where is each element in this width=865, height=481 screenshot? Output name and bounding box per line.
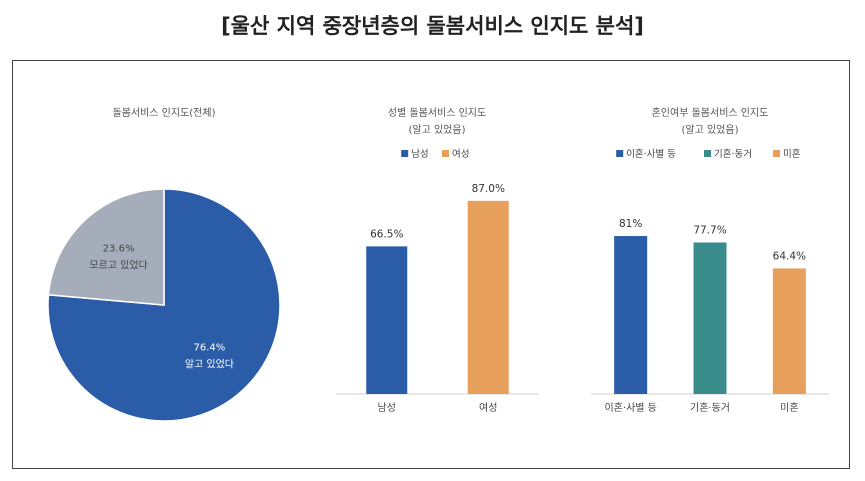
pie-title: 돌봄서비스 인지도(전체) <box>113 107 216 119</box>
bar-chart-2-legend-swatch-2 <box>773 150 780 157</box>
bar-chart-2-subtitle: (알고 있었음) <box>682 124 739 136</box>
bar-chart-2-bar-1 <box>693 242 727 394</box>
bar-chart-2-title: 혼인여부 돌봄서비스 인지도 <box>652 106 769 119</box>
pie-value-label-1: 23.6% <box>103 243 135 254</box>
bar-chart-1-legend-swatch-0 <box>401 150 409 157</box>
bar-chart-1-legend-label-1: 여성 <box>452 148 469 160</box>
bar-chart-2-bar-0 <box>614 236 648 394</box>
bar-chart-1-legend-swatch-1 <box>442 150 449 157</box>
bar-chart-1-subtitle: (알고 있었음) <box>409 124 466 136</box>
bar-chart-2-category-label-1: 기혼·동거 <box>690 401 730 414</box>
bar-chart-2-category-label-2: 미혼 <box>780 401 798 414</box>
bar-chart-2-data-label-0: 81% <box>619 218 642 230</box>
bar-chart-1-bar-0 <box>366 246 408 394</box>
bar-chart-1-category-label-1: 여성 <box>479 402 497 414</box>
bar-chart-2-bar-2 <box>772 268 806 394</box>
pie-category-label-0: 알고 있었다 <box>185 359 234 371</box>
pie-slice-1 <box>47 188 165 306</box>
bar-chart-2-legend-swatch-0 <box>616 150 624 157</box>
bar-chart-2-legend-swatch-1 <box>704 150 711 157</box>
bar-chart-2-data-label-1: 77.7% <box>693 224 726 236</box>
bar-chart-1-category-label-0: 남성 <box>378 402 396 414</box>
bar-chart-1-bar-1 <box>467 200 509 394</box>
bar-chart-2-legend-label-0: 이혼·사별 등 <box>626 148 676 160</box>
bar-chart-1-data-label-0: 66.5% <box>370 228 403 240</box>
bar-chart-2-data-label-2: 64.4% <box>773 250 806 262</box>
page-title: [울산 지역 중장년층의 돌봄서비스 인지도 분석] <box>221 14 644 38</box>
pie-slice-0 <box>47 188 281 422</box>
pie-category-label-1: 모르고 있었다 <box>89 259 147 271</box>
chart-frame: 돌봄서비스 인지도(전체) 76.4% 알고 있었다 23.6% 모르고 있었다 성별 돌… <box>12 60 850 469</box>
bar-chart-2-legend-label-2: 미혼 <box>783 148 801 160</box>
bar-chart-1-title: 성별 돌봄서비스 인지도 <box>388 107 486 119</box>
bar-chart-1-legend-label-0: 남성 <box>411 149 428 160</box>
bar-chart-2-category-label-0: 이혼·사별 등 <box>604 401 656 414</box>
pie-value-label-0: 76.4% <box>194 343 226 354</box>
charts-canvas: 돌봄서비스 인지도(전체) 76.4% 알고 있었다 23.6% 모르고 있었다 성별 돌… <box>47 106 829 422</box>
bar-chart-2-legend-label-1: 기혼·동거 <box>714 148 752 160</box>
bar-chart-1-data-label-1: 87.0% <box>472 183 505 195</box>
